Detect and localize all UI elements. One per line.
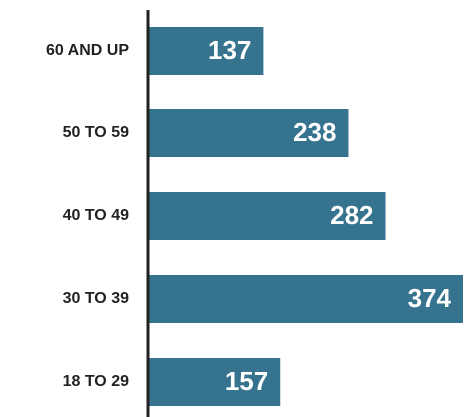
value-label-0: 137 — [208, 35, 251, 65]
category-label-2: 40 TO 49 — [63, 207, 130, 224]
category-label-3: 30 TO 39 — [63, 290, 130, 307]
value-label-4: 157 — [225, 366, 268, 396]
bar-2 — [148, 192, 386, 240]
bar-3 — [148, 275, 463, 323]
bar-0 — [148, 27, 264, 75]
value-label-2: 282 — [330, 200, 373, 230]
value-labels-layer: 137 238 282 374 157 — [208, 35, 452, 396]
value-label-3: 374 — [408, 283, 452, 313]
value-label-1: 238 — [293, 117, 336, 147]
category-label-0: 60 AND UP — [46, 42, 129, 59]
category-labels-layer: 60 AND UP 50 TO 59 40 TO 49 30 TO 39 18 TO 2… — [46, 42, 129, 390]
category-label-4: 18 TO 29 — [63, 373, 130, 390]
bar-1 — [148, 109, 349, 157]
bar-4 — [148, 358, 281, 406]
category-label-1: 50 TO 59 — [63, 124, 130, 141]
bars-layer — [148, 27, 463, 406]
